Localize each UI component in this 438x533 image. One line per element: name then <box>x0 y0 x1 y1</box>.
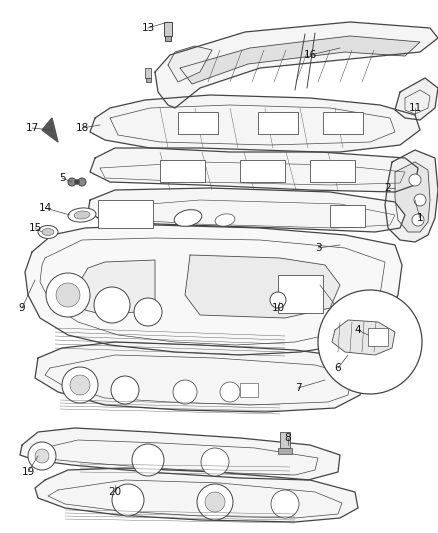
Polygon shape <box>332 320 395 355</box>
Ellipse shape <box>42 229 54 236</box>
Bar <box>240 383 258 397</box>
Bar <box>280 432 290 448</box>
Circle shape <box>205 492 225 512</box>
Ellipse shape <box>174 209 202 227</box>
Text: 13: 13 <box>141 23 155 33</box>
Text: 10: 10 <box>272 303 285 313</box>
Text: 16: 16 <box>304 50 317 60</box>
Bar <box>178 112 218 134</box>
Circle shape <box>111 376 139 404</box>
Polygon shape <box>90 95 420 152</box>
Circle shape <box>134 298 162 326</box>
Bar <box>98 200 153 228</box>
Text: 3: 3 <box>314 243 321 253</box>
Circle shape <box>412 214 424 226</box>
Ellipse shape <box>74 211 90 219</box>
Circle shape <box>62 367 98 403</box>
Bar <box>240 160 285 182</box>
Polygon shape <box>35 468 358 522</box>
Bar <box>258 112 298 134</box>
Text: 7: 7 <box>295 383 301 393</box>
Circle shape <box>112 484 144 516</box>
Circle shape <box>409 174 421 186</box>
Circle shape <box>35 449 49 463</box>
Polygon shape <box>395 162 430 232</box>
Polygon shape <box>90 148 418 192</box>
Ellipse shape <box>68 208 96 222</box>
Circle shape <box>74 180 80 184</box>
Polygon shape <box>185 255 340 318</box>
Bar <box>278 275 323 313</box>
Circle shape <box>201 448 229 476</box>
Polygon shape <box>385 150 438 242</box>
Bar <box>165 36 171 41</box>
Polygon shape <box>35 342 368 412</box>
Circle shape <box>94 287 130 323</box>
Text: 20: 20 <box>109 487 122 497</box>
Text: 19: 19 <box>21 467 35 477</box>
Circle shape <box>78 178 86 186</box>
Circle shape <box>70 375 90 395</box>
Polygon shape <box>395 78 438 120</box>
Bar <box>323 112 363 134</box>
Ellipse shape <box>38 225 58 238</box>
Text: 14: 14 <box>39 203 52 213</box>
Polygon shape <box>155 22 438 108</box>
Text: 17: 17 <box>25 123 39 133</box>
Polygon shape <box>42 118 58 142</box>
Circle shape <box>271 490 299 518</box>
Circle shape <box>270 292 286 308</box>
Circle shape <box>197 484 233 520</box>
Polygon shape <box>168 46 212 82</box>
Circle shape <box>173 380 197 404</box>
Text: 9: 9 <box>19 303 25 313</box>
Polygon shape <box>88 188 405 232</box>
Circle shape <box>414 194 426 206</box>
Text: 8: 8 <box>285 433 291 443</box>
Text: 15: 15 <box>28 223 42 233</box>
Circle shape <box>220 382 240 402</box>
Text: 5: 5 <box>59 173 65 183</box>
Circle shape <box>28 442 56 470</box>
Polygon shape <box>20 428 340 480</box>
Text: 18: 18 <box>75 123 88 133</box>
Polygon shape <box>25 225 402 355</box>
Bar <box>330 205 365 227</box>
Bar <box>164 22 172 36</box>
Text: 2: 2 <box>385 183 391 193</box>
Polygon shape <box>80 260 155 315</box>
Bar <box>160 160 205 182</box>
Bar <box>145 68 151 78</box>
Ellipse shape <box>215 214 235 226</box>
Text: 11: 11 <box>408 103 422 113</box>
Text: 6: 6 <box>335 363 341 373</box>
Bar <box>145 78 151 82</box>
Circle shape <box>56 283 80 307</box>
Circle shape <box>46 273 90 317</box>
Circle shape <box>132 444 164 476</box>
Circle shape <box>318 290 422 394</box>
Bar <box>310 160 355 182</box>
Text: 1: 1 <box>417 213 423 223</box>
Bar <box>368 328 388 346</box>
Circle shape <box>68 178 76 186</box>
Bar <box>278 448 292 454</box>
Polygon shape <box>180 36 420 84</box>
Text: 4: 4 <box>355 325 361 335</box>
